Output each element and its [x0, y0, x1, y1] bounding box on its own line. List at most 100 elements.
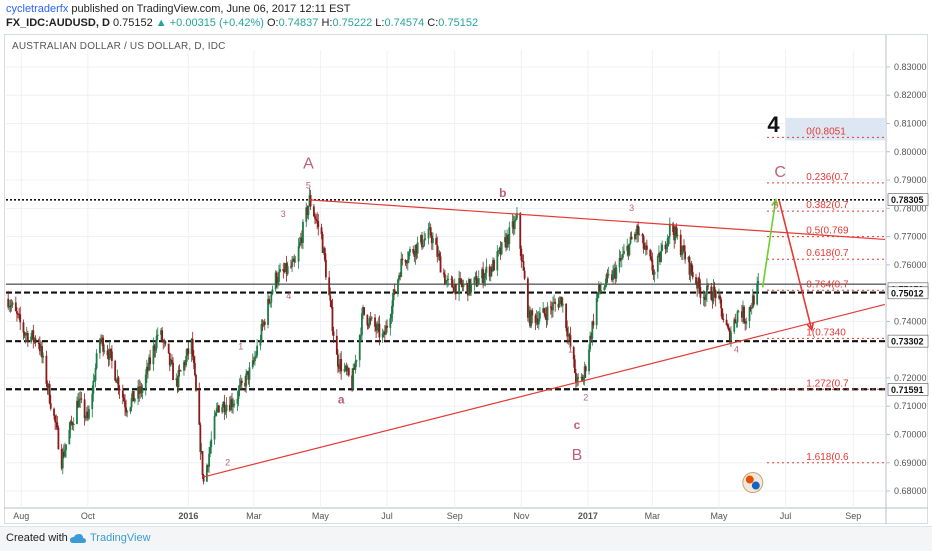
candle-body — [572, 347, 575, 360]
candle-body — [222, 401, 225, 408]
candle-body — [61, 451, 64, 469]
candle-body — [752, 295, 755, 305]
candle-body — [49, 403, 52, 409]
candle-body — [178, 370, 181, 372]
candle-body — [352, 368, 355, 389]
candle-body — [271, 289, 274, 295]
candle-body — [649, 249, 652, 257]
fib-level-label: 0(0.8051 — [806, 126, 846, 137]
candle-body — [275, 272, 278, 284]
candle-body — [344, 366, 347, 369]
candle-body — [340, 359, 343, 372]
candle-body — [504, 237, 506, 243]
candle-body — [668, 223, 671, 237]
candle-body — [65, 444, 67, 451]
candle-body — [689, 263, 692, 275]
fib-level-label: 0.764(0.7 — [806, 279, 849, 290]
candle-body — [658, 252, 660, 256]
candle-body — [48, 384, 51, 404]
wave-annotation: 2 — [225, 458, 230, 468]
candle-body — [111, 351, 113, 361]
candle-body — [399, 275, 402, 277]
candle-body — [117, 377, 120, 389]
y-tick-label: 0.77000 — [894, 232, 927, 242]
candle-body — [599, 284, 601, 291]
candle-body — [358, 335, 361, 361]
candle-body — [690, 263, 693, 273]
candle-body — [84, 417, 87, 419]
candle-body — [274, 272, 277, 290]
candle-body — [749, 307, 752, 309]
candle-body — [665, 246, 668, 250]
candle-body — [268, 298, 271, 304]
fib-level-label: 0.382(0.7 — [806, 200, 849, 211]
x-tick-label: Mar — [246, 511, 262, 521]
candle-body — [620, 257, 623, 260]
candle-body — [343, 368, 346, 372]
candle-body — [7, 298, 10, 308]
candle-body — [338, 366, 340, 369]
candle-body — [375, 326, 378, 331]
candle-body — [439, 256, 442, 273]
candle-body — [642, 236, 645, 249]
candle-body — [95, 353, 98, 369]
candle-body — [246, 371, 249, 374]
candle-body — [378, 323, 381, 338]
candle-body — [209, 447, 212, 454]
candle-body — [79, 398, 82, 400]
candle-body — [722, 319, 725, 321]
change-value: ▲ +0.00315 (+0.42%) — [155, 17, 264, 29]
wave-annotation: 4 — [286, 291, 291, 301]
candle-body — [329, 295, 332, 301]
candle-body — [538, 312, 541, 319]
price-marker-label: 0.71591 — [891, 385, 924, 395]
candle-body — [377, 323, 380, 325]
candle-body — [316, 219, 319, 222]
candle-body — [459, 278, 462, 280]
candle-body — [505, 237, 507, 248]
candle-body — [69, 421, 72, 430]
candle-body — [16, 311, 18, 314]
candle-body — [126, 411, 129, 413]
candle-body — [416, 242, 419, 254]
candle-body — [68, 429, 71, 445]
candle-body — [53, 408, 55, 416]
candle-body — [488, 266, 491, 277]
candle-body — [308, 195, 311, 206]
candle-body — [118, 388, 121, 391]
candle-body — [546, 306, 549, 321]
candle-body — [702, 296, 705, 298]
candle-body — [175, 378, 178, 381]
candle-body — [615, 267, 618, 279]
candle-body — [591, 321, 594, 339]
candle-body — [207, 465, 209, 467]
price-marker-box — [887, 334, 929, 348]
tradingview-brand[interactable]: TradingView — [90, 532, 151, 544]
x-tick-label: May — [312, 511, 330, 521]
candle-body — [635, 234, 637, 236]
candle-body — [661, 244, 664, 251]
ohlc-header: FX_IDC:AUDUSD, D 0.75152 ▲ +0.00315 (+0.… — [6, 17, 478, 29]
candle-body — [679, 234, 682, 256]
candle-body — [193, 362, 196, 375]
candle-body — [442, 272, 445, 275]
candle-body — [391, 300, 394, 315]
candle-body — [8, 305, 11, 308]
candle-body — [424, 238, 427, 240]
candle-body — [435, 238, 438, 245]
candle-body — [83, 399, 86, 419]
arrow-head — [771, 198, 779, 207]
candle-body — [390, 314, 393, 319]
projection-arrow — [761, 199, 777, 288]
candle-body — [108, 348, 111, 360]
candle-body — [162, 341, 165, 343]
candle-body — [675, 226, 678, 237]
candle-body — [225, 404, 228, 412]
candle-body — [666, 238, 669, 247]
candle-body — [62, 451, 65, 457]
trader-badge-icon — [751, 481, 760, 490]
candle-body — [445, 280, 447, 284]
candle-body — [300, 237, 303, 243]
publisher-name[interactable]: cycletraderfx — [6, 3, 69, 15]
